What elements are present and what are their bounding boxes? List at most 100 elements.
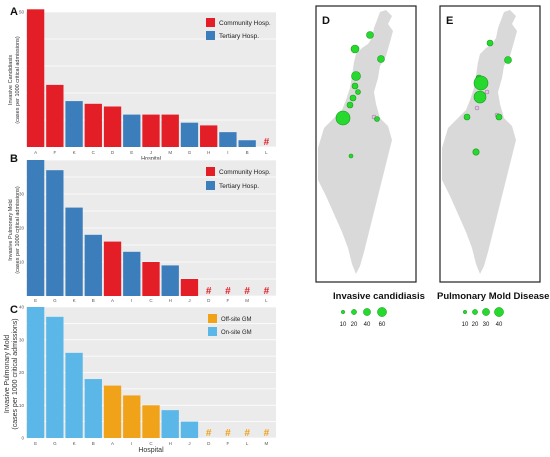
y-tick-label: 40 [19, 305, 25, 310]
size-legend-label: 30 [483, 322, 490, 328]
map-circle [473, 75, 489, 91]
map-circle [504, 56, 512, 64]
map-circle [348, 153, 354, 159]
map-d-size-legend: 10 20 40 60 [340, 307, 387, 328]
x-tick-label: I [227, 150, 228, 155]
bar-G [180, 122, 199, 147]
x-tick-label: F [227, 298, 230, 303]
zero-marker-M: # [244, 286, 250, 297]
size-legend-label: 40 [496, 322, 503, 328]
zero-marker-L: # [264, 286, 270, 297]
x-tick-label: M [245, 298, 249, 303]
panel-b-label: B [10, 153, 18, 165]
bar-K [65, 101, 83, 147]
x-tick-label: M [265, 441, 269, 446]
panel-c-label: C [10, 304, 18, 316]
map-circle [374, 116, 380, 122]
bar-C [142, 262, 160, 296]
map-circle [351, 82, 359, 90]
zero-marker-D: # [206, 428, 212, 439]
map-e-circles [463, 39, 512, 156]
map-d-circles [335, 31, 385, 159]
x-tick-label: B [246, 150, 249, 155]
panel-b-bar-chart: B # # # # E G K B A I C H J D F M L 10 20 30 Invasive Pul… [8, 153, 276, 303]
map-circle [349, 94, 357, 102]
map-e-size-legend: 10 20 30 40 [462, 307, 504, 328]
bar-A [103, 385, 122, 438]
map-circle [484, 89, 490, 95]
x-tick-label: J [188, 441, 190, 446]
bar-H [161, 265, 179, 296]
bar-J [180, 421, 199, 438]
legend-swatch-tertiary [206, 31, 215, 40]
map-d-land [318, 10, 393, 274]
bar-I [219, 132, 237, 147]
x-tick-label: C [92, 150, 96, 155]
zero-marker-F: # [225, 428, 231, 439]
map-circle [366, 31, 374, 39]
panel-c-y-axis-label-units: (cases per 1000 critical admissions) [12, 318, 19, 429]
map-circle [474, 105, 480, 111]
panel-a-y-axis-label-units: (cases per 1000 critical admissions) [15, 36, 21, 124]
bar-I [123, 251, 141, 296]
bar-K [65, 207, 83, 296]
map-circle [351, 71, 361, 81]
zero-marker-L: # [264, 137, 270, 148]
map-circle [377, 55, 385, 63]
bar-K [65, 352, 83, 438]
size-legend-circle [462, 309, 468, 315]
y-tick-label: 30 [19, 192, 25, 197]
x-tick-label: H [169, 441, 172, 446]
map-circle [472, 148, 480, 156]
panel-b-legend: Community Hosp. Tertiary Hosp. [206, 167, 271, 190]
x-tick-label: H [207, 150, 210, 155]
x-tick-label: L [246, 441, 249, 446]
legend-label-community: Community Hosp. [219, 169, 271, 176]
map-d-title: Invasive candidiasis [333, 291, 425, 302]
map-e-land [442, 10, 517, 274]
bar-E [123, 114, 141, 147]
bar-M [161, 114, 179, 147]
x-tick-label: B [92, 441, 95, 446]
map-d-label: D [322, 15, 330, 27]
zero-marker-L: # [244, 428, 250, 439]
map-circle [350, 44, 360, 54]
panel-c-y-axis-label: Invasive Pulmonary Mold [4, 335, 11, 413]
x-tick-label: C [149, 298, 153, 303]
y-tick-label: 30 [19, 337, 25, 342]
x-tick-label: J [150, 150, 152, 155]
x-tick-label: E [34, 298, 37, 303]
x-tick-label: E [130, 150, 133, 155]
panel-b-y-axis-label-units: (cases per 1000 critical admissions) [15, 186, 21, 274]
bar-B [84, 234, 102, 296]
map-e-label: E [446, 15, 453, 27]
x-tick-label: E [34, 441, 37, 446]
x-tick-label: K [73, 441, 76, 446]
bar-E [26, 160, 45, 296]
size-legend-circle [472, 309, 478, 315]
map-circle [346, 101, 354, 109]
bar-C [84, 103, 102, 147]
zero-marker-F: # [225, 286, 231, 297]
x-tick-label: H [169, 298, 172, 303]
panel-a-bars: # [26, 9, 270, 148]
bar-E [26, 307, 45, 438]
x-tick-label: J [188, 298, 190, 303]
bar-H [161, 410, 179, 438]
size-legend-circle [340, 309, 346, 315]
panel-a-label: A [10, 6, 18, 18]
legend-label-community: Community Hosp. [219, 20, 271, 27]
y-tick-label: 10 [19, 260, 25, 265]
x-tick-label: F [227, 441, 230, 446]
x-tick-label: I [131, 441, 132, 446]
size-legend-label: 10 [462, 322, 469, 328]
x-tick-label: L [265, 150, 268, 155]
y-tick-label: 20 [19, 370, 25, 375]
x-tick-label: K [73, 150, 76, 155]
x-tick-label: D [111, 150, 115, 155]
map-e-title: Pulmonary Mold Disease [437, 291, 549, 302]
x-tick-label: A [34, 150, 37, 155]
